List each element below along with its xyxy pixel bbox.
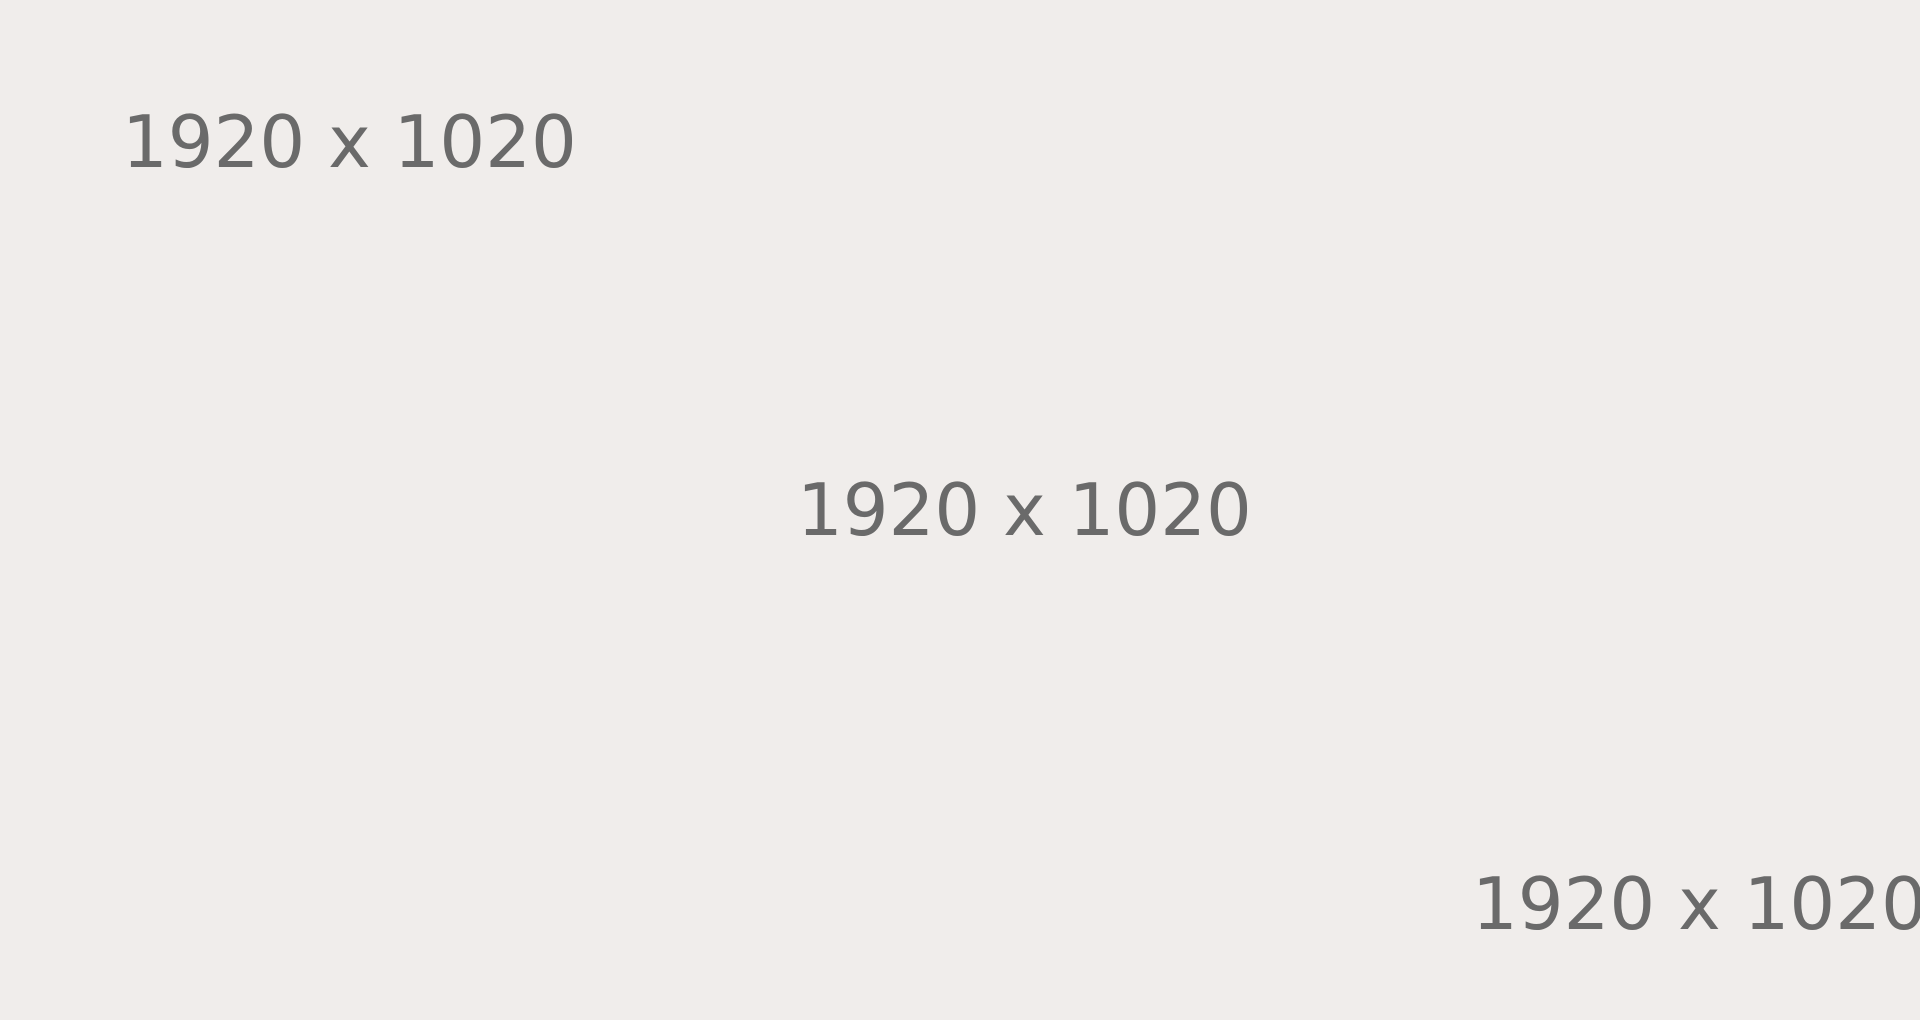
dimension-label-top-left: 1920 x 1020: [122, 100, 577, 184]
dimension-label-center: 1920 x 1020: [797, 468, 1252, 552]
dimension-label-bottom-right: 1920 x 1020: [1472, 862, 1920, 946]
